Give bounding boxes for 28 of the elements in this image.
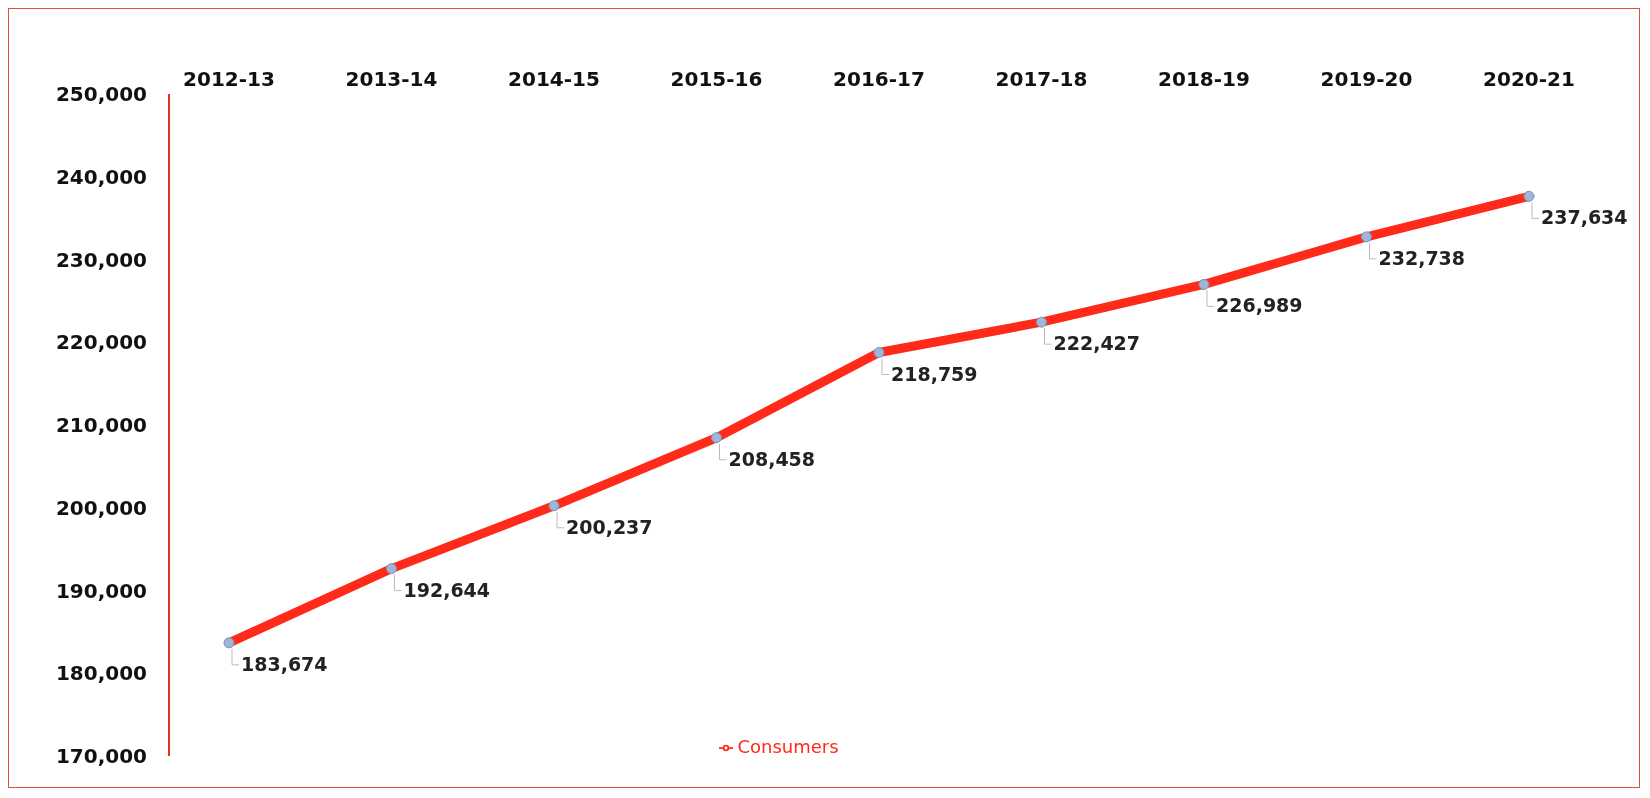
data-label: 226,989 <box>1216 294 1303 317</box>
y-tick-label: 230,000 <box>55 247 147 272</box>
data-label: 237,634 <box>1541 206 1628 229</box>
x-tick-label: 2012-13 <box>183 67 275 91</box>
x-tick-label: 2017-18 <box>995 67 1088 91</box>
x-tick-label: 2018-19 <box>1158 67 1250 91</box>
y-tick-label: 170,000 <box>55 744 147 769</box>
y-tick-label: 190,000 <box>55 578 147 603</box>
data-label: 222,427 <box>1053 332 1141 355</box>
data-label: 232,738 <box>1378 246 1466 269</box>
y-tick-label: 220,000 <box>55 330 147 355</box>
x-tick-label: 2016-17 <box>833 67 925 91</box>
y-tick-label: 240,000 <box>55 164 147 189</box>
y-tick-label: 250,000 <box>55 82 147 107</box>
y-tick-label: 210,000 <box>55 413 147 438</box>
data-label: 183,674 <box>241 652 328 675</box>
data-label: 208,458 <box>728 447 816 470</box>
x-tick-label: 2013-14 <box>345 67 438 91</box>
x-tick-label: 2015-16 <box>670 67 763 91</box>
y-tick-label: 180,000 <box>55 661 147 686</box>
x-tick-label: 2019-20 <box>1320 67 1413 91</box>
data-label: 200,237 <box>566 515 653 538</box>
data-label: 192,644 <box>403 578 491 601</box>
legend-label: Consumers <box>737 736 839 757</box>
y-tick-label: 200,000 <box>55 495 147 520</box>
x-tick-label: 2020-21 <box>1483 67 1575 91</box>
data-label: 218,759 <box>891 362 978 385</box>
x-tick-label: 2014-15 <box>508 67 600 91</box>
